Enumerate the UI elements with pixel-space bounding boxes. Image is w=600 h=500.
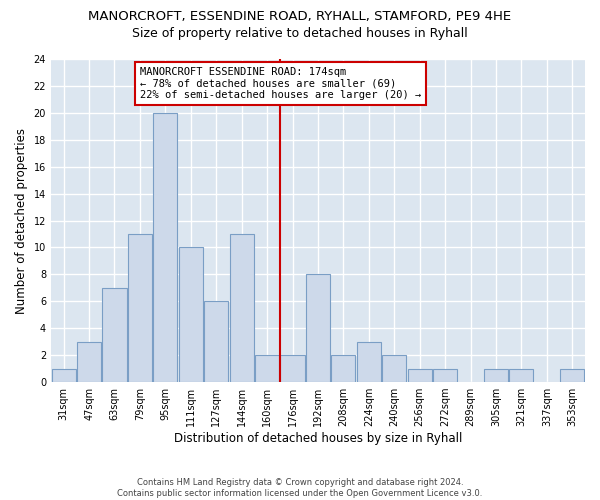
Text: Size of property relative to detached houses in Ryhall: Size of property relative to detached ho… [132, 28, 468, 40]
Bar [382, 355, 406, 382]
Text: MANORCROFT ESSENDINE ROAD: 174sqm
← 78% of detached houses are smaller (69)
22% : MANORCROFT ESSENDINE ROAD: 174sqm ← 78% … [140, 67, 421, 100]
Bar [179, 248, 203, 382]
Bar [331, 355, 355, 382]
Bar [560, 368, 584, 382]
Text: MANORCROFT, ESSENDINE ROAD, RYHALL, STAMFORD, PE9 4HE: MANORCROFT, ESSENDINE ROAD, RYHALL, STAM… [88, 10, 512, 23]
Bar [128, 234, 152, 382]
Bar [52, 368, 76, 382]
Bar [153, 113, 178, 382]
Bar [509, 368, 533, 382]
Bar [484, 368, 508, 382]
X-axis label: Distribution of detached houses by size in Ryhall: Distribution of detached houses by size … [174, 432, 462, 445]
Y-axis label: Number of detached properties: Number of detached properties [15, 128, 28, 314]
Bar [103, 288, 127, 382]
Bar [357, 342, 381, 382]
Bar [204, 302, 229, 382]
Bar [433, 368, 457, 382]
Bar [407, 368, 432, 382]
Bar [77, 342, 101, 382]
Bar [306, 274, 330, 382]
Text: Contains HM Land Registry data © Crown copyright and database right 2024.
Contai: Contains HM Land Registry data © Crown c… [118, 478, 482, 498]
Bar [280, 355, 305, 382]
Bar [230, 234, 254, 382]
Bar [255, 355, 279, 382]
